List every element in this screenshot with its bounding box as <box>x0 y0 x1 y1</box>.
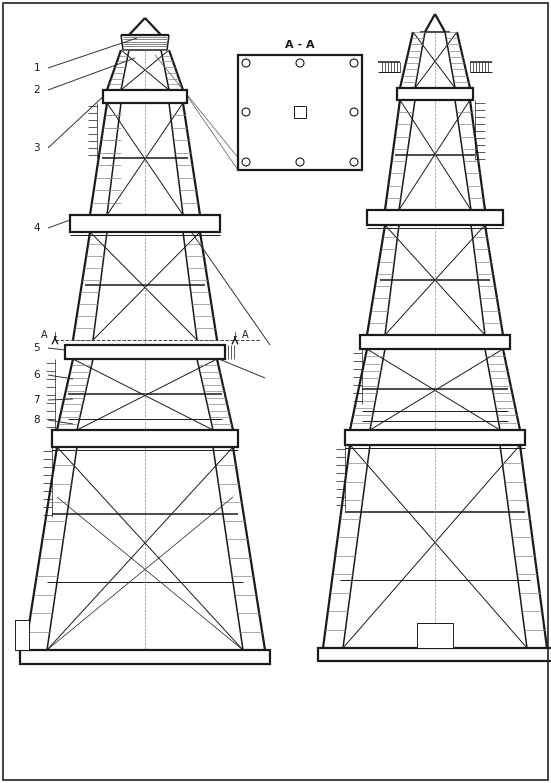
Text: 8: 8 <box>34 415 40 425</box>
Bar <box>397 88 473 100</box>
Bar <box>70 215 220 232</box>
Circle shape <box>350 108 358 116</box>
Circle shape <box>296 158 304 166</box>
Text: 2: 2 <box>34 85 40 95</box>
Text: 5: 5 <box>34 343 40 353</box>
Bar <box>367 210 503 225</box>
Bar <box>103 90 187 103</box>
Circle shape <box>242 158 250 166</box>
Text: ↓: ↓ <box>51 330 58 340</box>
Circle shape <box>242 108 250 116</box>
Text: 3: 3 <box>34 143 40 153</box>
Text: A: A <box>242 330 249 340</box>
Bar <box>294 106 306 118</box>
Text: 6: 6 <box>34 370 40 380</box>
Text: 1: 1 <box>34 63 40 73</box>
Bar <box>65 345 225 359</box>
Bar <box>318 648 551 661</box>
Text: 4: 4 <box>34 223 40 233</box>
Bar <box>15 620 29 650</box>
Text: ↓: ↓ <box>231 330 239 340</box>
Bar <box>20 650 270 664</box>
Bar <box>360 335 510 349</box>
Bar <box>417 623 453 648</box>
Circle shape <box>242 59 250 67</box>
Bar <box>345 430 525 445</box>
Bar <box>52 430 238 447</box>
Text: 7: 7 <box>34 395 40 405</box>
Text: A - A: A - A <box>285 40 315 50</box>
Circle shape <box>350 59 358 67</box>
Circle shape <box>296 59 304 67</box>
Bar <box>238 55 362 170</box>
Text: A: A <box>41 330 48 340</box>
Circle shape <box>350 158 358 166</box>
